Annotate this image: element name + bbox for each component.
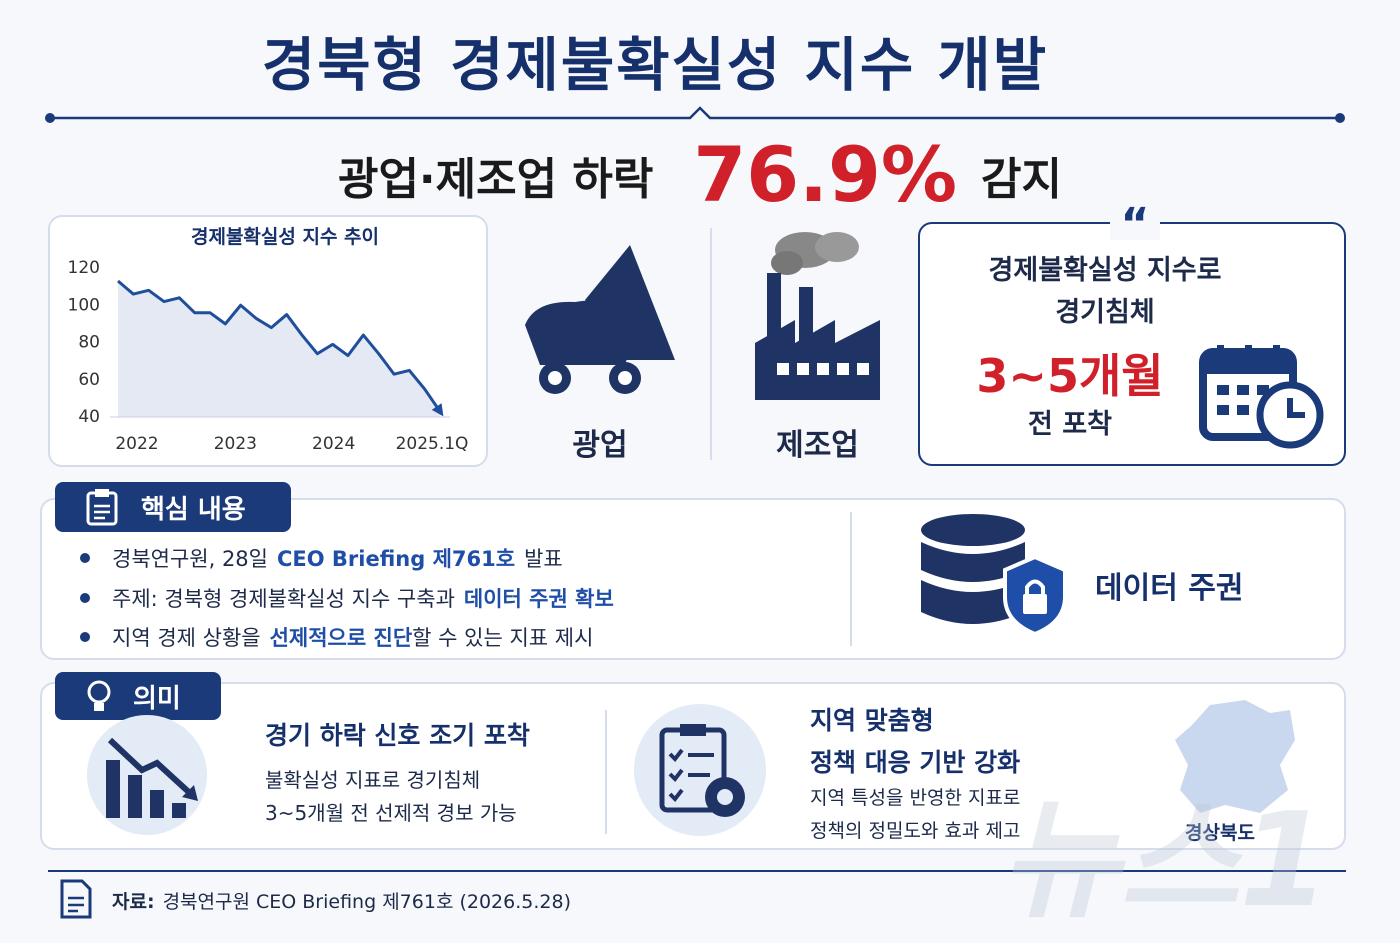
- document-icon: [60, 879, 92, 919]
- policy-icon: [634, 704, 766, 836]
- x-tick-label: 2023: [214, 434, 257, 454]
- x-tick-label: 2025.1Q: [396, 434, 469, 454]
- y-tick-label: 40: [78, 407, 100, 427]
- meaning-tag: 의미: [55, 672, 221, 720]
- calendar-icon: [1199, 345, 1324, 449]
- item-text: 발표: [524, 547, 563, 571]
- headline-highlight: 76.9%: [693, 130, 958, 219]
- data-sovereignty: 데이터 주권: [1095, 571, 1244, 606]
- core-item: 주제: 경북형 경제불확실성 지수 구축과 데이터 주권 확보: [80, 583, 614, 613]
- headline: 광업·제조업 하락 76.9% 감지: [0, 130, 1400, 219]
- y-tick-label: 60: [78, 370, 100, 390]
- item-text: 주제: 경북형 경제불확실성 지수 구축과: [112, 587, 455, 611]
- x-tick-label: 2024: [312, 434, 355, 454]
- item-emphasis: 데이터 주권 확보: [463, 587, 614, 611]
- source-rule: [48, 870, 1346, 872]
- source: 자료: 경북연구원 CEO Briefing 제761호 (2026.5.28): [112, 887, 571, 914]
- quote-line: 전 포착: [1028, 409, 1112, 440]
- quote-line: 경제불확실성 지수로: [988, 255, 1222, 286]
- title: 경북형 경제불확실성 지수 개발: [261, 31, 1049, 99]
- chart-title: 경제불확실성 지수 추이: [191, 225, 379, 248]
- core-item: 지역 경제 상황을 선제적으로 진단 할 수 있는 지표 제시: [80, 622, 593, 652]
- watermark: 뉴스1: [1000, 784, 1330, 936]
- heading-line: 지역 맞춤형: [810, 706, 934, 735]
- divider: [850, 512, 852, 646]
- quote-highlight: 3~5개월: [976, 349, 1164, 403]
- meaning-heading: 지역 맞춤형 정책 대응 기반 강화: [810, 700, 1020, 784]
- chart-card: [48, 215, 488, 467]
- text-line: 지역 특성을 반영한 지표로: [810, 787, 1021, 809]
- item-text: 경북연구원, 28일: [112, 547, 268, 571]
- heading-line: 정책 대응 기반 강화: [810, 748, 1021, 777]
- item-emphasis: CEO Briefing 제761호: [277, 547, 516, 571]
- map-icon: [1175, 700, 1295, 813]
- database-icon: [921, 514, 1067, 637]
- y-tick-label: 120: [68, 258, 100, 278]
- source-label: 자료:: [112, 891, 155, 913]
- divider: [710, 228, 712, 460]
- meaning-heading: 경기 하락 신호 조기 포착: [265, 721, 530, 750]
- chart: 경제불확실성 지수 추이 40 60 80 100 120 2022 2023 2024 202…: [68, 225, 469, 454]
- line-area: [118, 281, 440, 417]
- headline-suffix: 감지: [981, 153, 1063, 205]
- line: [117, 279, 444, 417]
- source-text: 경북연구원 CEO Briefing 제761호 (2026.5.28): [162, 891, 571, 913]
- bulb-icon: [87, 680, 111, 711]
- meaning-text: 지역 특성을 반영한 지표로 정책의 정밀도와 효과 제고: [810, 782, 1020, 848]
- meaning-title: 의미: [133, 683, 181, 714]
- map-label: 경상북도: [1185, 822, 1255, 844]
- y-tick-label: 80: [78, 333, 100, 353]
- headline-prefix: 광업·제조업 하락: [337, 153, 654, 205]
- item-text: 지역 경제 상황을: [112, 626, 261, 650]
- core-title: 핵심 내용: [141, 494, 246, 525]
- sector-label: 제조업: [776, 428, 859, 463]
- mining-icon: [525, 245, 675, 394]
- item-text: 할 수 있는 지표 제시: [412, 626, 594, 650]
- quote-mark: “: [1110, 200, 1160, 250]
- text-line: 3~5개월 전 선제적 경보 가능: [265, 801, 517, 825]
- title-rule: [45, 106, 1345, 123]
- factory-icon: [755, 232, 880, 400]
- quote-line: 경기침체: [1055, 297, 1155, 328]
- clipboard-icon: [86, 489, 118, 526]
- text-line: 불확실성 지표로 경기침체: [265, 768, 481, 792]
- quote-text: 경제불확실성 지수로 경기침체: [930, 250, 1280, 334]
- y-tick-label: 100: [68, 295, 100, 315]
- text-line: 정책의 정밀도와 효과 제고: [810, 820, 1021, 842]
- x-tick-label: 2022: [115, 434, 158, 454]
- core-item: 경북연구원, 28일 CEO Briefing 제761호 발표: [80, 543, 563, 573]
- decline-icon: [87, 715, 207, 835]
- sector-label: 광업: [572, 428, 628, 463]
- item-emphasis: 선제적으로 진단: [269, 626, 413, 650]
- core-tag: 핵심 내용: [55, 482, 291, 532]
- divider: [605, 710, 607, 834]
- meaning-text: 불확실성 지표로 경기침체 3~5개월 전 선제적 경보 가능: [265, 764, 517, 830]
